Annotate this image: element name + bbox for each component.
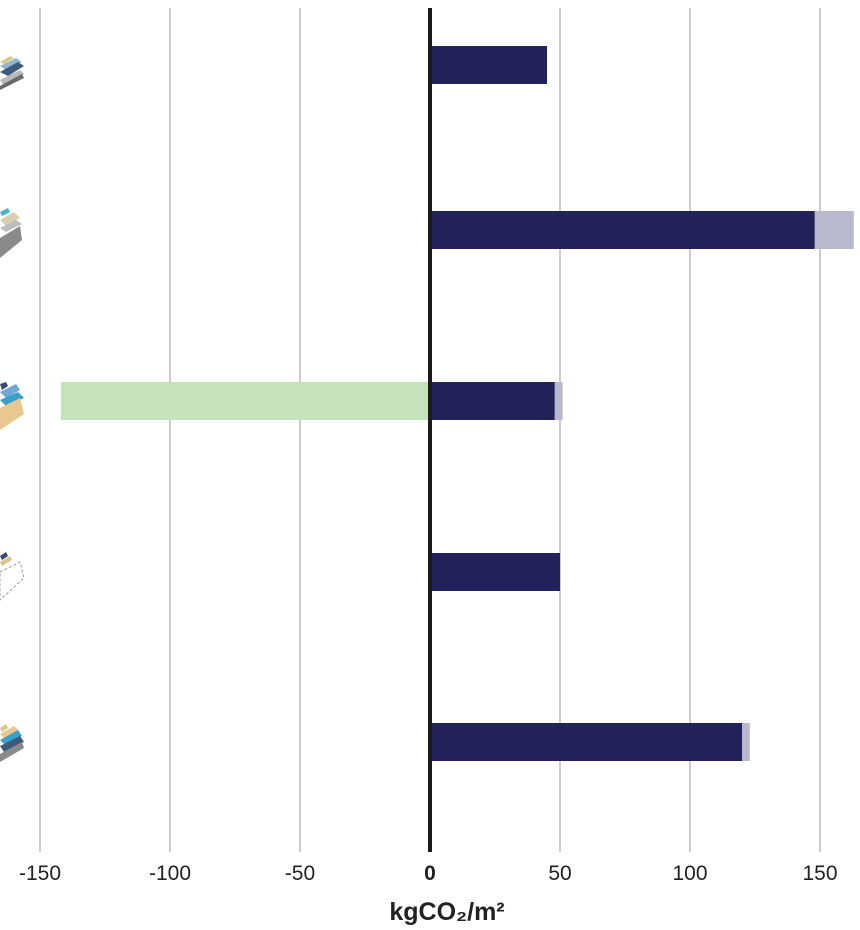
- base-bar: [430, 553, 560, 591]
- x-tick-label: 150: [802, 862, 837, 885]
- base-bar: [430, 382, 555, 420]
- concrete-floor-build-up-icon: [0, 208, 22, 258]
- additional-bar: [814, 211, 854, 249]
- x-tick-label: 0: [424, 862, 436, 885]
- x-tick-label: -50: [285, 862, 315, 885]
- multilayer-floor-build-up-icon: [0, 724, 24, 762]
- base-bar: [430, 46, 547, 84]
- additional-bar: [742, 723, 750, 761]
- bars: [60, 46, 854, 761]
- base-bar: [430, 723, 742, 761]
- gridlines: [39, 8, 821, 852]
- x-tick-labels: -150 -100 -50 0 50 100 150: [19, 862, 838, 885]
- category-icons: [0, 56, 25, 762]
- x-tick-label: -100: [149, 862, 191, 885]
- x-axis-title: kgCO₂/m²: [389, 898, 504, 926]
- x-tick-label: -150: [19, 862, 61, 885]
- timber-floor-build-up-icon: [0, 382, 24, 430]
- base-bar: [430, 211, 815, 249]
- light-frame-floor-build-up-icon: [0, 552, 25, 601]
- layered-floor-build-up-icon: [0, 56, 24, 90]
- x-tick-label: 100: [672, 862, 707, 885]
- x-tick-label: 50: [548, 862, 571, 885]
- negative-bar: [60, 382, 431, 420]
- additional-bar: [554, 382, 563, 420]
